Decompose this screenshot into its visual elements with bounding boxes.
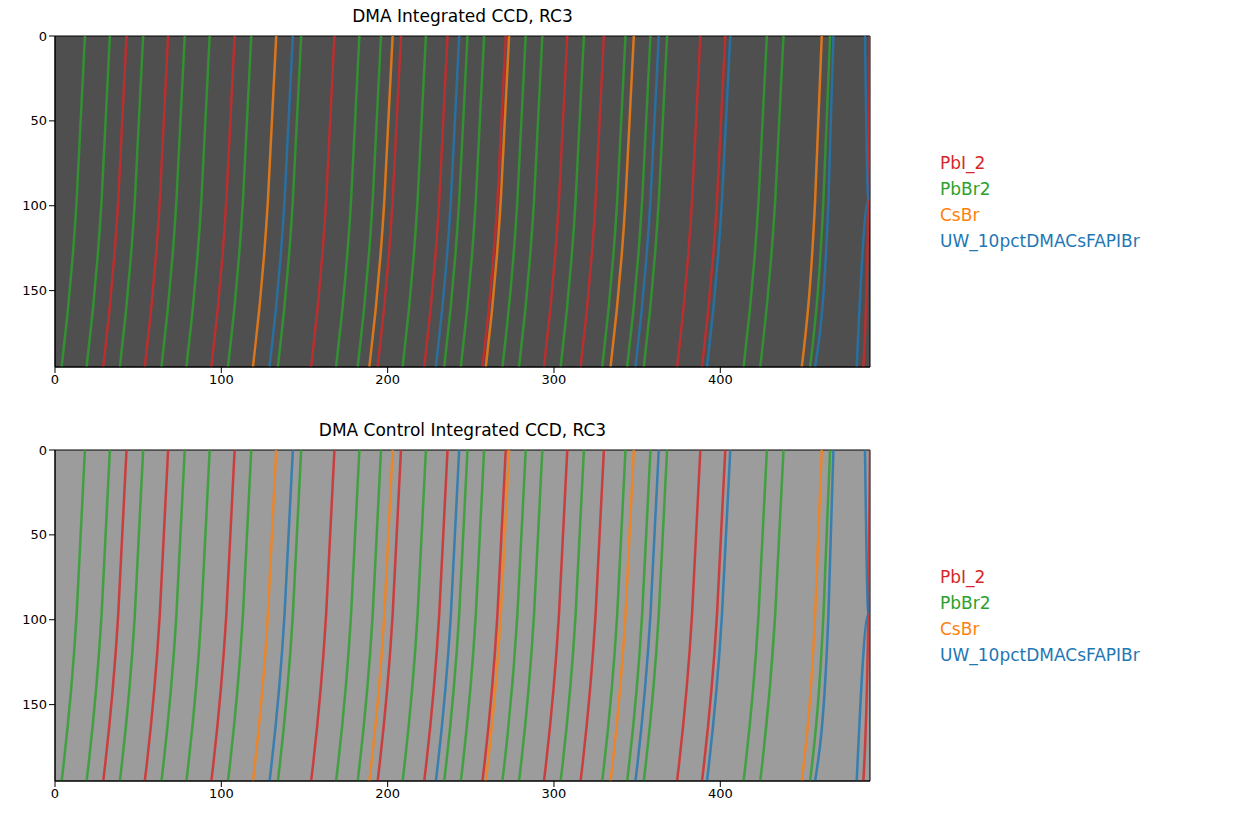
svg-text:0: 0 — [51, 786, 59, 801]
svg-text:50: 50 — [30, 527, 47, 542]
svg-text:150: 150 — [22, 697, 47, 712]
svg-text:100: 100 — [209, 372, 234, 387]
svg-text:100: 100 — [22, 612, 47, 627]
html-text:UW_10pctDMACsFAPIBr: UW_10pctDMACsFAPIBr — [940, 231, 1140, 251]
svg-text:400: 400 — [708, 786, 733, 801]
svg-text:300: 300 — [542, 786, 567, 801]
svg-text:200: 200 — [375, 372, 400, 387]
html-text:PbBr2: PbBr2 — [940, 593, 991, 613]
svg-text:100: 100 — [209, 786, 234, 801]
html-text:CsBr: CsBr — [940, 619, 980, 639]
html-text:PbBr2: PbBr2 — [940, 179, 991, 199]
svg-text:100: 100 — [22, 198, 47, 213]
svg-text:0: 0 — [51, 372, 59, 387]
html-text:PbI_2: PbI_2 — [940, 153, 986, 173]
html-text:PbI_2: PbI_2 — [940, 567, 986, 587]
svg-text:0: 0 — [39, 29, 47, 44]
html-text:DMA Integrated CCD, RC3: DMA Integrated CCD, RC3 — [352, 6, 573, 26]
svg-text:150: 150 — [22, 283, 47, 298]
svg-text:50: 50 — [30, 113, 47, 128]
html-text:UW_10pctDMACsFAPIBr: UW_10pctDMACsFAPIBr — [940, 645, 1140, 665]
svg-text:200: 200 — [375, 786, 400, 801]
html-text:DMA Control Integrated CCD, RC: DMA Control Integrated CCD, RC3 — [318, 420, 607, 440]
svg-text:0: 0 — [39, 443, 47, 458]
svg-text:400: 400 — [708, 372, 733, 387]
html-text:CsBr: CsBr — [940, 205, 980, 225]
svg-text:300: 300 — [542, 372, 567, 387]
